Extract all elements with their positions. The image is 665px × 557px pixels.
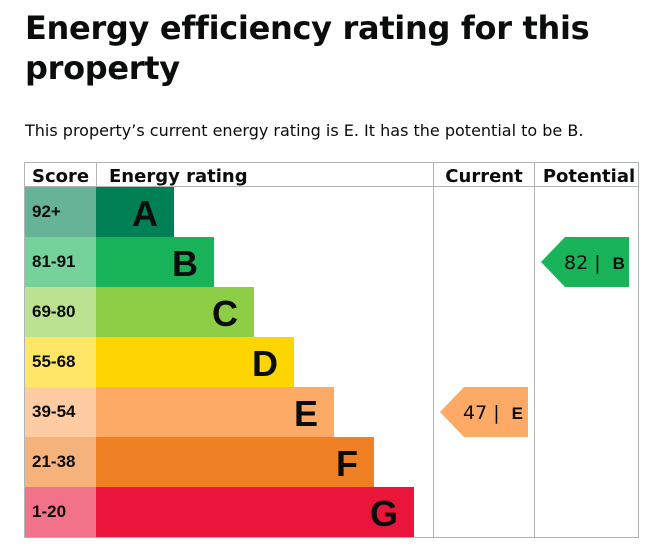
band-c-score-cell <box>24 287 96 337</box>
arrows-layer: 47 | E 82 | B <box>440 237 629 437</box>
current-score-value: 47 <box>463 402 487 424</box>
band-c: 69-80 C <box>24 287 254 337</box>
band-e: 39-54 E <box>24 387 334 437</box>
potential-separator: | <box>594 252 600 274</box>
band-e-score-label: 39-54 <box>32 402 76 421</box>
band-f-score-label: 21-38 <box>32 452 75 471</box>
band-b-score-cell <box>24 237 96 287</box>
potential-rating-arrow: 82 | B <box>541 237 629 287</box>
header-row: Score Energy rating Current Potential <box>32 166 635 187</box>
band-c-bar <box>96 287 254 337</box>
band-d-letter: D <box>252 343 278 384</box>
band-b: 81-91 B <box>24 237 214 287</box>
header-potential: Potential <box>543 166 635 187</box>
band-c-score-label: 69-80 <box>32 302 75 321</box>
grid-layer <box>24 162 639 538</box>
band-d-bar <box>96 337 294 387</box>
bands-layer: 92+ A 81-91 B 69-80 C 55-68 D 39-54 E 21-38 F 1-20 G <box>24 187 414 537</box>
potential-arrow-label: 82 | B <box>564 252 625 274</box>
band-f-score-cell <box>24 437 96 487</box>
band-g-score-label: 1-20 <box>32 502 66 521</box>
band-e-bar <box>96 387 334 437</box>
current-rating-arrow: 47 | E <box>440 387 528 437</box>
band-d: 55-68 D <box>24 337 294 387</box>
band-f: 21-38 F <box>24 437 374 487</box>
chart-border <box>24 162 639 538</box>
band-a-score-label: 92+ <box>32 202 61 221</box>
band-g-score-cell <box>24 487 96 537</box>
band-a: 92+ A <box>24 187 174 237</box>
band-b-bar <box>96 237 214 287</box>
band-e-score-cell <box>24 387 96 437</box>
band-d-score-cell <box>24 337 96 387</box>
band-b-letter: B <box>172 243 198 284</box>
header-current: Current <box>445 166 523 187</box>
page-title: Energy efficiency rating for this proper… <box>25 9 590 87</box>
band-b-score-label: 81-91 <box>32 252 75 271</box>
current-arrow-label: 47 | E <box>463 402 523 424</box>
band-e-letter: E <box>294 393 318 434</box>
header-score: Score <box>32 166 89 187</box>
header-energy-rating: Energy rating <box>109 166 248 187</box>
band-g: 1-20 G <box>24 487 414 537</box>
band-g-bar <box>96 487 414 537</box>
current-arrow-shape <box>440 387 528 437</box>
current-letter: E <box>512 404 523 423</box>
current-separator: | <box>493 402 499 424</box>
band-g-letter: G <box>370 493 398 534</box>
band-f-bar <box>96 437 374 487</box>
band-d-score-label: 55-68 <box>32 352 75 371</box>
band-f-letter: F <box>336 443 358 484</box>
band-a-letter: A <box>132 193 158 234</box>
rating-summary: This property’s current energy rating is… <box>25 121 584 140</box>
potential-arrow-shape <box>541 237 629 287</box>
potential-score-value: 82 <box>564 252 588 274</box>
band-a-bar <box>96 187 174 237</box>
band-a-score-cell <box>24 187 96 237</box>
band-c-letter: C <box>212 293 238 334</box>
potential-letter: B <box>613 254 625 273</box>
